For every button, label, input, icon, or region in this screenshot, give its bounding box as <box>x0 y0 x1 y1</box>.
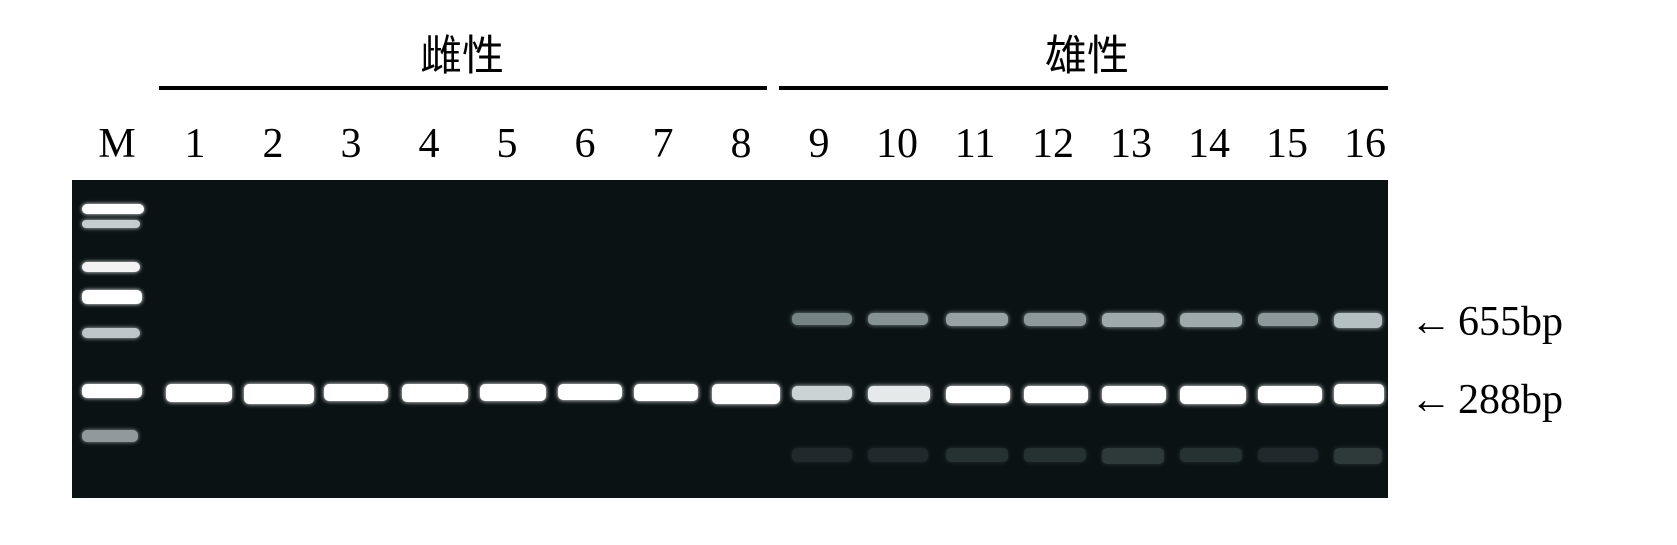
arrow-left-icon: ← <box>1410 376 1452 424</box>
gel-band <box>1024 448 1086 462</box>
gel-band <box>324 384 388 401</box>
gel-band <box>1334 313 1382 328</box>
lane-label: 10 <box>858 120 936 168</box>
gel-band <box>1180 448 1242 462</box>
gel-band <box>946 386 1010 403</box>
gel-band <box>946 313 1008 326</box>
lane-label: 4 <box>390 120 468 168</box>
lane-label: 11 <box>936 120 1014 168</box>
lane-label: M <box>78 120 156 168</box>
gel-band <box>792 313 852 325</box>
gel-band <box>1258 448 1318 462</box>
gel-band <box>1024 386 1088 403</box>
gel-band <box>1180 313 1242 327</box>
arrow-left-icon: ← <box>1410 298 1452 346</box>
gel-band <box>166 384 232 402</box>
ladder-band <box>82 328 140 338</box>
gel-band <box>1334 384 1384 404</box>
gel-band <box>792 386 852 400</box>
gel-band <box>1258 313 1318 326</box>
gel-band <box>1102 386 1166 403</box>
gel-band <box>1102 448 1164 464</box>
gel-band <box>1102 313 1164 327</box>
lane-label: 15 <box>1248 120 1326 168</box>
ladder-band <box>82 262 140 272</box>
lane-label: 12 <box>1014 120 1092 168</box>
size-label-288bp: ← 288bp <box>1410 376 1563 424</box>
ladder-band <box>82 220 140 228</box>
lane-label: 5 <box>468 120 546 168</box>
size-text: 288bp <box>1458 376 1563 424</box>
gel-band <box>634 384 698 401</box>
gel-figure: 雌性 雄性 M12345678910111213141516 ← 655bp ←… <box>20 20 1677 525</box>
group-label-male: 雄性 <box>1045 22 1129 83</box>
size-text: 655bp <box>1458 298 1563 346</box>
gel-band <box>868 448 928 462</box>
gel-band <box>792 448 852 462</box>
ladder-band <box>82 430 138 442</box>
lane-label: 1 <box>156 120 234 168</box>
ladder-band <box>82 204 144 214</box>
group-underline-male <box>779 86 1388 90</box>
gel-band <box>868 313 928 325</box>
gel-band <box>1024 313 1086 326</box>
gel-band <box>558 384 622 400</box>
lane-label: 2 <box>234 120 312 168</box>
group-label-female: 雌性 <box>420 22 504 83</box>
lane-label: 8 <box>702 120 780 168</box>
lane-label: 3 <box>312 120 390 168</box>
lane-label: 9 <box>780 120 858 168</box>
lane-label: 13 <box>1092 120 1170 168</box>
ladder-band <box>82 290 142 304</box>
lane-labels-row: M12345678910111213141516 <box>78 120 1404 168</box>
size-label-655bp: ← 655bp <box>1410 298 1563 346</box>
ladder-band <box>82 384 142 398</box>
lane-label: 6 <box>546 120 624 168</box>
gel-band <box>244 384 314 404</box>
gel-band <box>712 384 780 404</box>
lane-label: 7 <box>624 120 702 168</box>
gel-band <box>1334 448 1382 464</box>
gel-band <box>946 448 1008 462</box>
gel-band <box>1180 386 1246 404</box>
gel-band <box>1258 386 1322 403</box>
lane-label: 14 <box>1170 120 1248 168</box>
gel-band <box>868 386 930 402</box>
gel-band <box>402 384 468 402</box>
lane-label: 16 <box>1326 120 1404 168</box>
gel-image <box>72 180 1388 498</box>
gel-band <box>480 384 546 401</box>
group-underline-female <box>159 86 767 90</box>
